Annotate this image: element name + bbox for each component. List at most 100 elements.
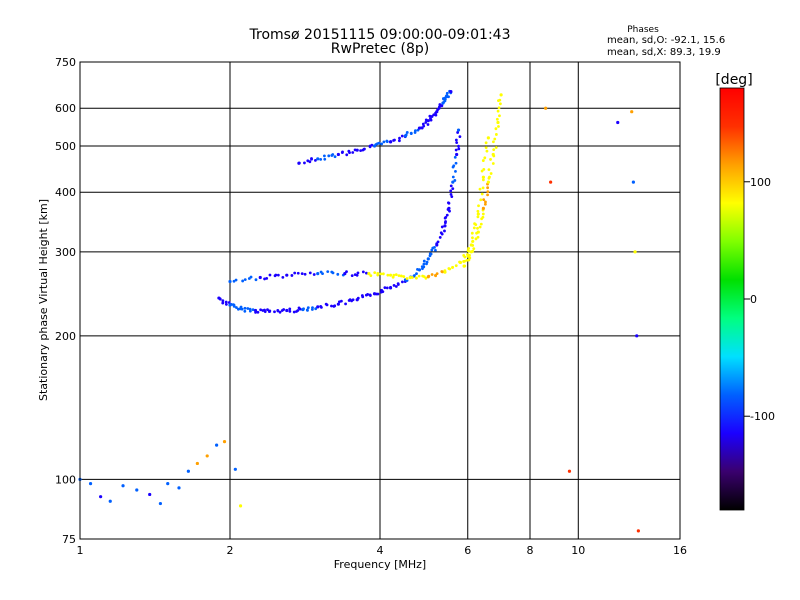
data-point <box>232 303 236 307</box>
colorbar-label: [deg] <box>715 72 752 88</box>
data-point <box>319 157 323 161</box>
data-point <box>276 309 280 313</box>
data-point <box>268 273 272 277</box>
data-point <box>429 118 433 122</box>
data-point <box>316 157 320 161</box>
data-point <box>254 278 258 282</box>
data-point <box>630 110 634 114</box>
data-point <box>166 481 170 486</box>
data-point <box>452 164 456 168</box>
phase-box-x: mean, sd,X: 89.3, 19.9 <box>607 47 721 58</box>
data-point <box>454 138 458 142</box>
data-point <box>405 131 409 134</box>
data-point <box>306 308 309 312</box>
data-point <box>297 161 301 165</box>
x-tick-label: 1 <box>77 544 84 557</box>
data-point <box>447 206 451 210</box>
data-point <box>366 293 370 296</box>
data-point <box>228 279 232 284</box>
data-point <box>451 180 455 184</box>
data-point <box>453 179 457 182</box>
data-point <box>440 104 444 108</box>
data-point <box>350 274 354 278</box>
data-point <box>447 267 451 270</box>
x-tick-label: 2 <box>227 544 234 557</box>
data-point <box>330 304 333 308</box>
data-point <box>495 117 499 121</box>
data-point <box>327 154 331 158</box>
data-point <box>258 275 262 280</box>
data-point <box>274 273 278 277</box>
data-point <box>445 213 449 217</box>
y-tick-label: 500 <box>55 140 76 153</box>
data-point <box>413 129 417 133</box>
data-point <box>235 306 238 309</box>
data-point <box>493 137 497 141</box>
data-point <box>238 504 243 508</box>
data-point <box>296 271 300 275</box>
data-point <box>496 120 500 125</box>
data-point <box>336 272 340 276</box>
data-point <box>345 153 349 157</box>
data-point <box>494 127 498 131</box>
data-point <box>409 131 413 135</box>
data-point <box>368 294 372 297</box>
data-point <box>434 248 437 252</box>
data-point <box>324 302 328 306</box>
data-point <box>399 274 403 278</box>
data-point <box>314 307 318 311</box>
data-point <box>361 270 365 274</box>
data-point <box>397 274 401 278</box>
data-point <box>351 298 355 302</box>
data-point <box>481 206 485 210</box>
data-point <box>453 155 457 159</box>
data-point <box>478 225 482 229</box>
data-point <box>472 226 476 230</box>
plot-frame <box>79 61 681 540</box>
data-point <box>259 308 263 312</box>
data-point <box>296 309 300 312</box>
data-point <box>320 305 323 309</box>
data-point <box>303 161 306 165</box>
data-point <box>243 278 247 281</box>
data-point <box>434 113 438 117</box>
data-point <box>436 108 440 112</box>
data-point <box>99 495 103 499</box>
data-point <box>422 265 426 269</box>
data-point <box>435 272 439 276</box>
data-point <box>205 454 209 458</box>
data-point <box>478 187 482 191</box>
data-point <box>417 268 422 272</box>
data-point <box>476 235 480 239</box>
data-point <box>443 224 447 228</box>
data-point <box>360 294 364 297</box>
colorbar <box>719 87 745 511</box>
data-point <box>476 209 480 213</box>
data-point <box>462 254 466 257</box>
data-point <box>430 115 434 118</box>
data-point <box>254 310 257 314</box>
data-point <box>412 274 416 277</box>
data-point <box>195 461 199 466</box>
data-point <box>365 271 368 275</box>
data-point <box>449 184 453 188</box>
data-point <box>430 273 434 276</box>
data-point <box>222 440 227 444</box>
data-point <box>457 144 460 148</box>
data-point <box>458 135 462 138</box>
chart-title: Tromsø 20151115 09:00:00-09:01:43 <box>249 27 511 43</box>
x-tick-label: 8 <box>527 544 534 557</box>
data-point <box>444 220 447 223</box>
data-point <box>635 334 639 338</box>
data-point <box>446 201 450 205</box>
data-point <box>631 180 635 184</box>
data-point <box>422 259 426 263</box>
y-tick-label: 750 <box>55 56 76 69</box>
data-point <box>392 284 396 287</box>
data-point <box>454 161 458 165</box>
data-point <box>383 286 387 290</box>
data-point <box>333 304 337 308</box>
data-point <box>633 250 637 254</box>
data-point <box>486 136 490 140</box>
